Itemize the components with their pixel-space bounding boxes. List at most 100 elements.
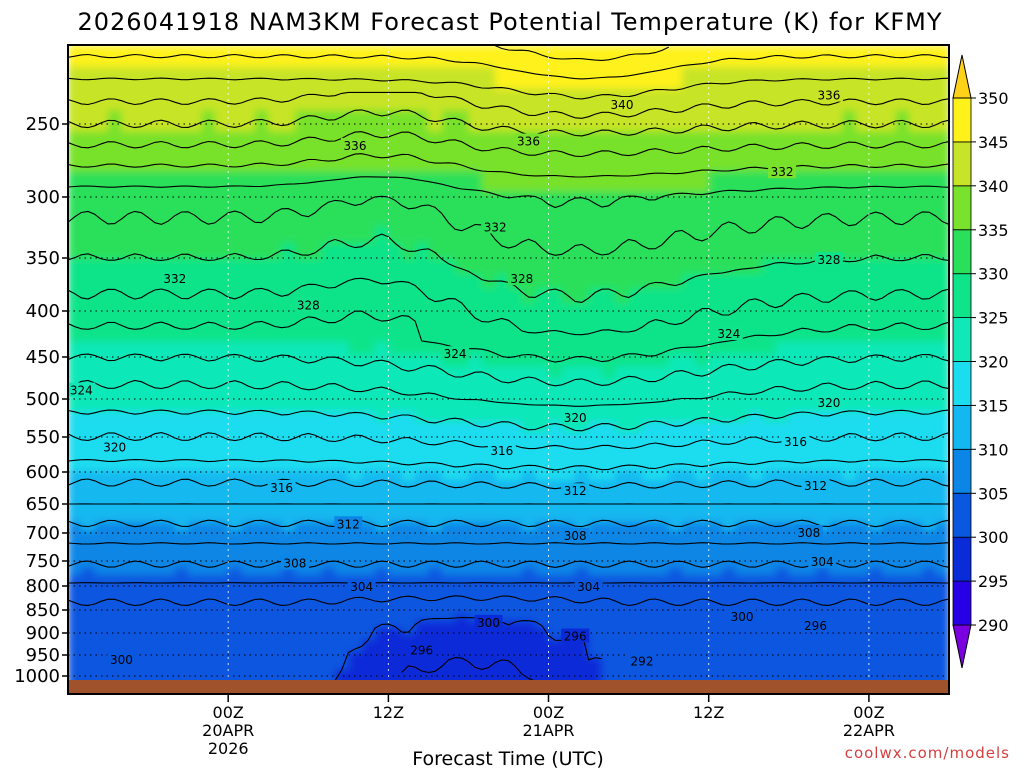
field-cell (495, 329, 510, 343)
field-cell (455, 657, 470, 665)
field-cell (214, 608, 229, 616)
field-cell (855, 273, 870, 290)
field-cell (294, 595, 309, 603)
field-cell (201, 316, 216, 331)
field-cell (348, 567, 363, 576)
field-cell (882, 432, 897, 444)
field-cell (642, 522, 657, 531)
field-cell (254, 209, 269, 227)
field-cell (268, 651, 283, 659)
field-cell (441, 442, 456, 453)
field-cell (335, 574, 350, 583)
field-cell (441, 645, 456, 653)
colorbar-segment (952, 536, 972, 582)
field-cell (281, 378, 296, 391)
field-cell (802, 669, 817, 676)
field-cell (588, 171, 603, 193)
field-cell (601, 226, 616, 244)
field-cell (495, 574, 510, 583)
contour-label-bg (341, 137, 369, 152)
field-cell (428, 581, 443, 590)
field-cell (441, 601, 456, 609)
field-cell (401, 131, 416, 153)
field-cell (642, 561, 657, 569)
field-cell (882, 574, 897, 583)
field-cell (495, 151, 510, 173)
field-cell (481, 66, 496, 90)
contour-label-bg (267, 480, 296, 494)
field-cell (81, 614, 96, 622)
field-cell (548, 567, 563, 576)
field-cell (788, 288, 803, 304)
field-cell (535, 639, 550, 647)
field-cell (895, 303, 910, 318)
field-cell (735, 497, 750, 507)
field-cell (882, 669, 897, 676)
field-cell (815, 639, 830, 647)
field-cell (468, 480, 483, 490)
field-cell (882, 226, 897, 244)
field-cell (842, 645, 857, 653)
contour-label-bg (100, 439, 129, 454)
field-cell (388, 480, 403, 490)
contour-label-300: 300 (110, 653, 133, 667)
field-cell (361, 461, 376, 472)
field-cell (722, 471, 737, 481)
field-cell (682, 488, 697, 499)
field-cell (548, 342, 563, 356)
field-cell (228, 400, 243, 413)
field-cell (682, 588, 697, 596)
field-cell (308, 657, 323, 665)
field-cell (455, 601, 470, 609)
field-cell (682, 567, 697, 576)
field-cell (468, 432, 483, 444)
field-cell (294, 581, 309, 590)
field-cell (68, 316, 83, 331)
field-cell (655, 171, 670, 193)
field-cell (214, 191, 229, 210)
field-cell (281, 608, 296, 616)
field-cell (601, 131, 616, 153)
field-cell (722, 639, 737, 647)
field-cell (361, 639, 376, 647)
field-cell (121, 461, 136, 472)
field-cell (588, 675, 603, 685)
field-cell (882, 110, 897, 133)
field-cell (148, 537, 163, 547)
field-cell (842, 614, 857, 622)
field-cell (708, 288, 723, 304)
field-cell (828, 651, 843, 659)
field-cell (375, 581, 390, 590)
field-cell (642, 45, 657, 68)
field-cell (321, 209, 336, 227)
field-cell (868, 581, 883, 590)
field-cell (68, 567, 83, 576)
field-cell (868, 288, 883, 304)
field-cell (415, 514, 430, 523)
field-cell (828, 329, 843, 343)
field-cell (268, 66, 283, 90)
field-cell (548, 669, 563, 676)
field-cell (468, 574, 483, 583)
field-cell (415, 633, 430, 641)
field-cell (415, 530, 430, 539)
field-cell (708, 506, 723, 515)
field-cell (868, 620, 883, 628)
field-cell (108, 259, 123, 275)
field-cell (521, 651, 536, 659)
field-cell (682, 273, 697, 290)
field-cell (428, 421, 443, 433)
field-cell (668, 574, 683, 583)
field-cell (535, 342, 550, 356)
field-cell (148, 561, 163, 569)
field-cell (748, 595, 763, 603)
contour-label-304: 304 (577, 580, 600, 594)
field-cell (762, 421, 777, 433)
field-cell (441, 66, 456, 90)
field-cell (468, 242, 483, 261)
field-cell (121, 614, 136, 622)
field-cell (895, 366, 910, 379)
field-cell (388, 171, 403, 193)
field-cell (775, 342, 790, 356)
field-cell (682, 442, 697, 453)
